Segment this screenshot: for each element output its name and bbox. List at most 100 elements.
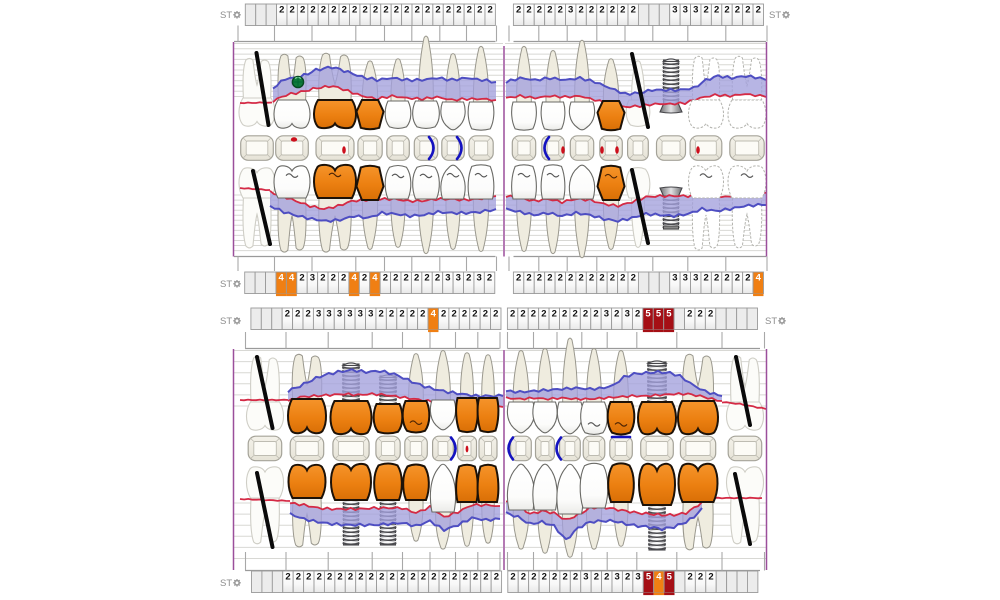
- svg-text:3: 3: [672, 5, 677, 16]
- svg-text:2: 2: [300, 5, 305, 16]
- svg-text:3: 3: [615, 572, 620, 583]
- svg-text:2: 2: [379, 309, 384, 320]
- svg-text:2: 2: [414, 273, 419, 284]
- svg-text:3: 3: [456, 273, 461, 284]
- svg-text:2: 2: [493, 309, 498, 320]
- svg-text:2: 2: [578, 5, 583, 16]
- svg-text:2: 2: [735, 273, 740, 284]
- svg-text:2: 2: [572, 309, 577, 320]
- svg-text:2: 2: [547, 5, 552, 16]
- svg-text:2: 2: [708, 309, 713, 320]
- svg-text:5: 5: [645, 309, 651, 320]
- svg-text:2: 2: [435, 273, 440, 284]
- svg-text:2: 2: [714, 273, 719, 284]
- svg-text:2: 2: [358, 572, 363, 583]
- svg-text:3: 3: [635, 572, 640, 583]
- svg-text:2: 2: [306, 572, 311, 583]
- svg-text:2: 2: [415, 5, 420, 16]
- svg-text:2: 2: [494, 572, 499, 583]
- svg-text:2: 2: [542, 572, 547, 583]
- svg-text:2: 2: [410, 572, 415, 583]
- svg-text:2: 2: [342, 5, 347, 16]
- svg-text:3: 3: [310, 273, 315, 284]
- svg-text:3: 3: [693, 273, 698, 284]
- svg-text:ST: ST: [769, 10, 781, 21]
- svg-text:2: 2: [431, 572, 436, 583]
- svg-text:5: 5: [656, 309, 662, 320]
- svg-text:2: 2: [327, 572, 332, 583]
- svg-text:2: 2: [393, 273, 398, 284]
- svg-text:2: 2: [473, 572, 478, 583]
- svg-text:2: 2: [589, 273, 594, 284]
- svg-text:2: 2: [295, 309, 300, 320]
- svg-text:2: 2: [352, 5, 357, 16]
- svg-text:2: 2: [487, 273, 492, 284]
- svg-text:3: 3: [368, 309, 373, 320]
- svg-text:2: 2: [394, 5, 399, 16]
- svg-text:2: 2: [537, 5, 542, 16]
- svg-text:2: 2: [472, 309, 477, 320]
- svg-text:2: 2: [421, 572, 426, 583]
- svg-text:3: 3: [347, 309, 352, 320]
- svg-text:2: 2: [424, 273, 429, 284]
- svg-text:2: 2: [285, 309, 290, 320]
- svg-text:2: 2: [704, 273, 709, 284]
- svg-text:2: 2: [466, 273, 471, 284]
- svg-text:4: 4: [372, 273, 378, 284]
- svg-text:2: 2: [425, 5, 430, 16]
- svg-text:ST: ST: [220, 316, 232, 327]
- svg-text:2: 2: [552, 309, 557, 320]
- svg-text:2: 2: [306, 309, 311, 320]
- svg-text:4: 4: [289, 273, 295, 284]
- svg-text:2: 2: [583, 309, 588, 320]
- svg-text:2: 2: [698, 309, 703, 320]
- svg-text:2: 2: [452, 572, 457, 583]
- svg-text:2: 2: [373, 5, 378, 16]
- svg-text:2: 2: [404, 273, 409, 284]
- svg-text:2: 2: [477, 5, 482, 16]
- svg-text:2: 2: [625, 572, 630, 583]
- svg-text:ST: ST: [220, 279, 232, 290]
- svg-text:2: 2: [462, 572, 467, 583]
- svg-text:2: 2: [558, 273, 563, 284]
- svg-text:2: 2: [420, 309, 425, 320]
- svg-text:2: 2: [614, 309, 619, 320]
- svg-text:2: 2: [599, 273, 604, 284]
- svg-text:2: 2: [594, 572, 599, 583]
- svg-text:ST: ST: [220, 578, 232, 589]
- svg-text:3: 3: [477, 273, 482, 284]
- svg-text:2: 2: [483, 309, 488, 320]
- svg-text:2: 2: [462, 309, 467, 320]
- svg-text:2: 2: [435, 5, 440, 16]
- svg-text:2: 2: [526, 5, 531, 16]
- svg-text:3: 3: [693, 5, 698, 16]
- svg-text:2: 2: [620, 5, 625, 16]
- svg-text:2: 2: [724, 273, 729, 284]
- svg-text:2: 2: [404, 5, 409, 16]
- svg-text:2: 2: [635, 309, 640, 320]
- svg-text:2: 2: [620, 273, 625, 284]
- svg-text:2: 2: [383, 273, 388, 284]
- svg-text:3: 3: [625, 309, 630, 320]
- svg-text:2: 2: [698, 572, 703, 583]
- svg-text:2: 2: [688, 572, 693, 583]
- svg-text:2: 2: [299, 273, 304, 284]
- svg-text:2: 2: [631, 5, 636, 16]
- svg-text:2: 2: [562, 572, 567, 583]
- svg-text:3: 3: [683, 5, 688, 16]
- svg-text:5: 5: [646, 572, 652, 583]
- svg-text:2: 2: [756, 5, 761, 16]
- svg-text:2: 2: [383, 5, 388, 16]
- svg-text:4: 4: [431, 309, 437, 320]
- svg-text:2: 2: [531, 572, 536, 583]
- svg-text:2: 2: [321, 5, 326, 16]
- svg-text:3: 3: [672, 273, 677, 284]
- svg-text:2: 2: [488, 5, 493, 16]
- svg-text:2: 2: [604, 572, 609, 583]
- svg-text:3: 3: [326, 309, 331, 320]
- svg-text:2: 2: [724, 5, 729, 16]
- svg-text:2: 2: [285, 572, 290, 583]
- svg-text:2: 2: [599, 5, 604, 16]
- svg-text:3: 3: [604, 309, 609, 320]
- svg-text:2: 2: [516, 273, 521, 284]
